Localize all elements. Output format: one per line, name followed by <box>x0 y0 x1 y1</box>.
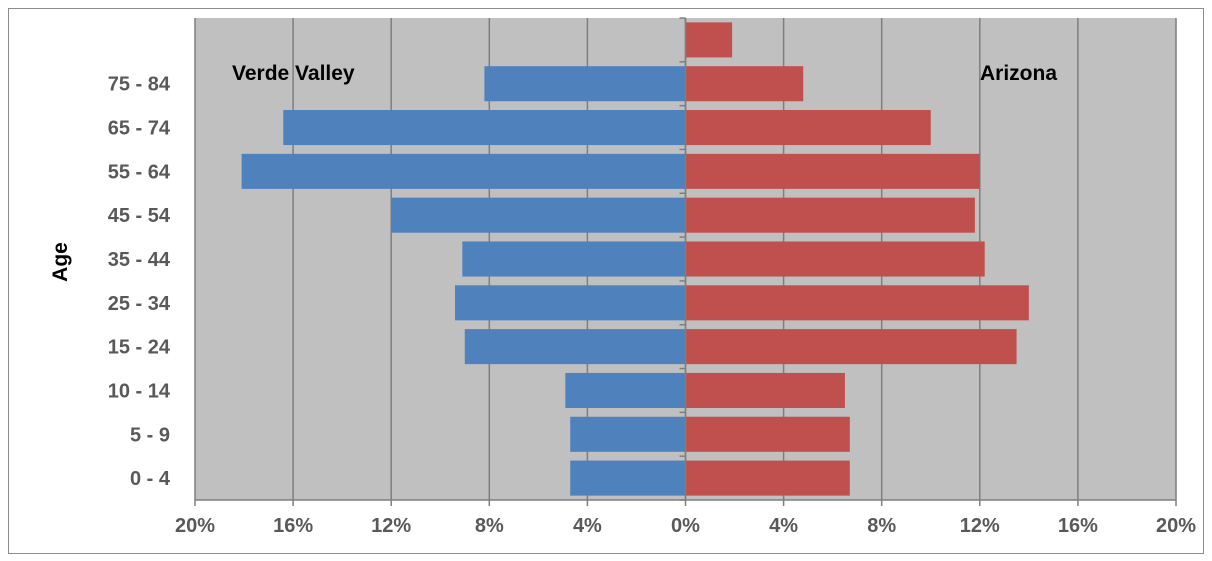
x-tick-label: 16% <box>1058 515 1098 537</box>
x-tick-label: 8% <box>867 515 896 537</box>
bar-right-5 <box>685 241 985 277</box>
x-tick-label: 12% <box>960 515 1000 537</box>
x-tick-label: 16% <box>273 515 313 537</box>
bar-left-9 <box>484 66 686 102</box>
y-tick-label: 15 - 24 <box>108 337 171 359</box>
bar-right-1 <box>685 416 850 452</box>
y-tick-label: 75 - 84 <box>108 74 171 96</box>
x-tick-label: 4% <box>769 515 798 537</box>
bar-right-7 <box>685 153 980 189</box>
bar-left-6 <box>391 197 686 233</box>
x-tick-label: 0% <box>671 515 700 537</box>
y-tick-label: 55 - 64 <box>108 161 171 183</box>
y-tick-label: 10 - 14 <box>108 380 171 402</box>
y-tick-label: 0 - 4 <box>130 468 171 490</box>
bar-left-1 <box>570 416 686 452</box>
bar-left-7 <box>241 153 686 189</box>
x-tick-labels: 20% 16% 12% 8% 4% 0% 4% 8% 12% 16% 20% <box>175 515 1196 537</box>
bar-right-0 <box>685 460 850 496</box>
bar-right-8 <box>685 110 931 146</box>
x-tick-label: 20% <box>175 515 215 537</box>
x-tick-label: 4% <box>573 515 602 537</box>
y-tick-labels: 0 - 4 5 - 9 10 - 14 15 - 24 25 - 34 35 - 44 45… <box>108 74 171 490</box>
bar-right-10 <box>685 22 733 58</box>
bar-left-0 <box>570 460 686 496</box>
bar-right-4 <box>685 285 1029 321</box>
bar-left-8 <box>283 110 686 146</box>
bar-left-2 <box>565 372 686 408</box>
bar-right-6 <box>685 197 975 233</box>
y-tick-label: 25 - 34 <box>108 293 171 315</box>
x-tick-label: 20% <box>1156 515 1196 537</box>
x-tick-label: 12% <box>371 515 411 537</box>
bar-left-5 <box>462 241 686 277</box>
bar-right-2 <box>685 372 845 408</box>
y-tick-label: 45 - 54 <box>108 205 171 227</box>
x-tick-label: 8% <box>475 515 504 537</box>
bar-right-3 <box>685 329 1017 365</box>
axis-lines <box>194 17 1177 506</box>
y-tick-label: 5 - 9 <box>130 424 170 446</box>
y-tick-label: 65 - 74 <box>108 118 171 140</box>
y-axis-title: Age <box>49 242 72 282</box>
bars <box>241 22 1029 496</box>
bar-left-3 <box>464 329 686 365</box>
bar-left-4 <box>454 285 686 321</box>
series-label-arizona: Arizona <box>980 62 1057 85</box>
series-label-verde-valley: Verde Valley <box>232 62 355 85</box>
bar-right-9 <box>685 66 804 102</box>
y-tick-label: 35 - 44 <box>108 249 171 271</box>
